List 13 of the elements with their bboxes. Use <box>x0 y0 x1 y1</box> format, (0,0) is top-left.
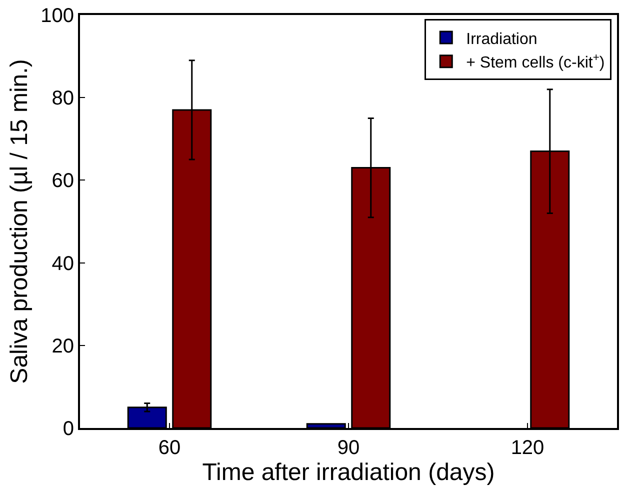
y-tick-label: 100 <box>40 5 74 27</box>
legend-label: Irradiation <box>466 30 538 48</box>
y-tick-label: 0 <box>62 418 74 440</box>
legend-label: + Stem cells (c-kit$^{+}$) <box>466 52 605 72</box>
y-tick-label: 20 <box>52 335 74 358</box>
x-tick-label: 90 <box>337 437 360 459</box>
y-tick-label: 40 <box>52 252 74 275</box>
x-axis-title: Time after irradiation (days) <box>202 459 495 486</box>
y-axis-title: Saliva production (µl / 15 min.) <box>6 59 34 384</box>
x-tick-label: 60 <box>158 437 181 459</box>
y-tick-label: 60 <box>52 170 74 192</box>
y-tick-label: 80 <box>52 88 74 110</box>
x-tick-label: 120 <box>510 437 544 459</box>
